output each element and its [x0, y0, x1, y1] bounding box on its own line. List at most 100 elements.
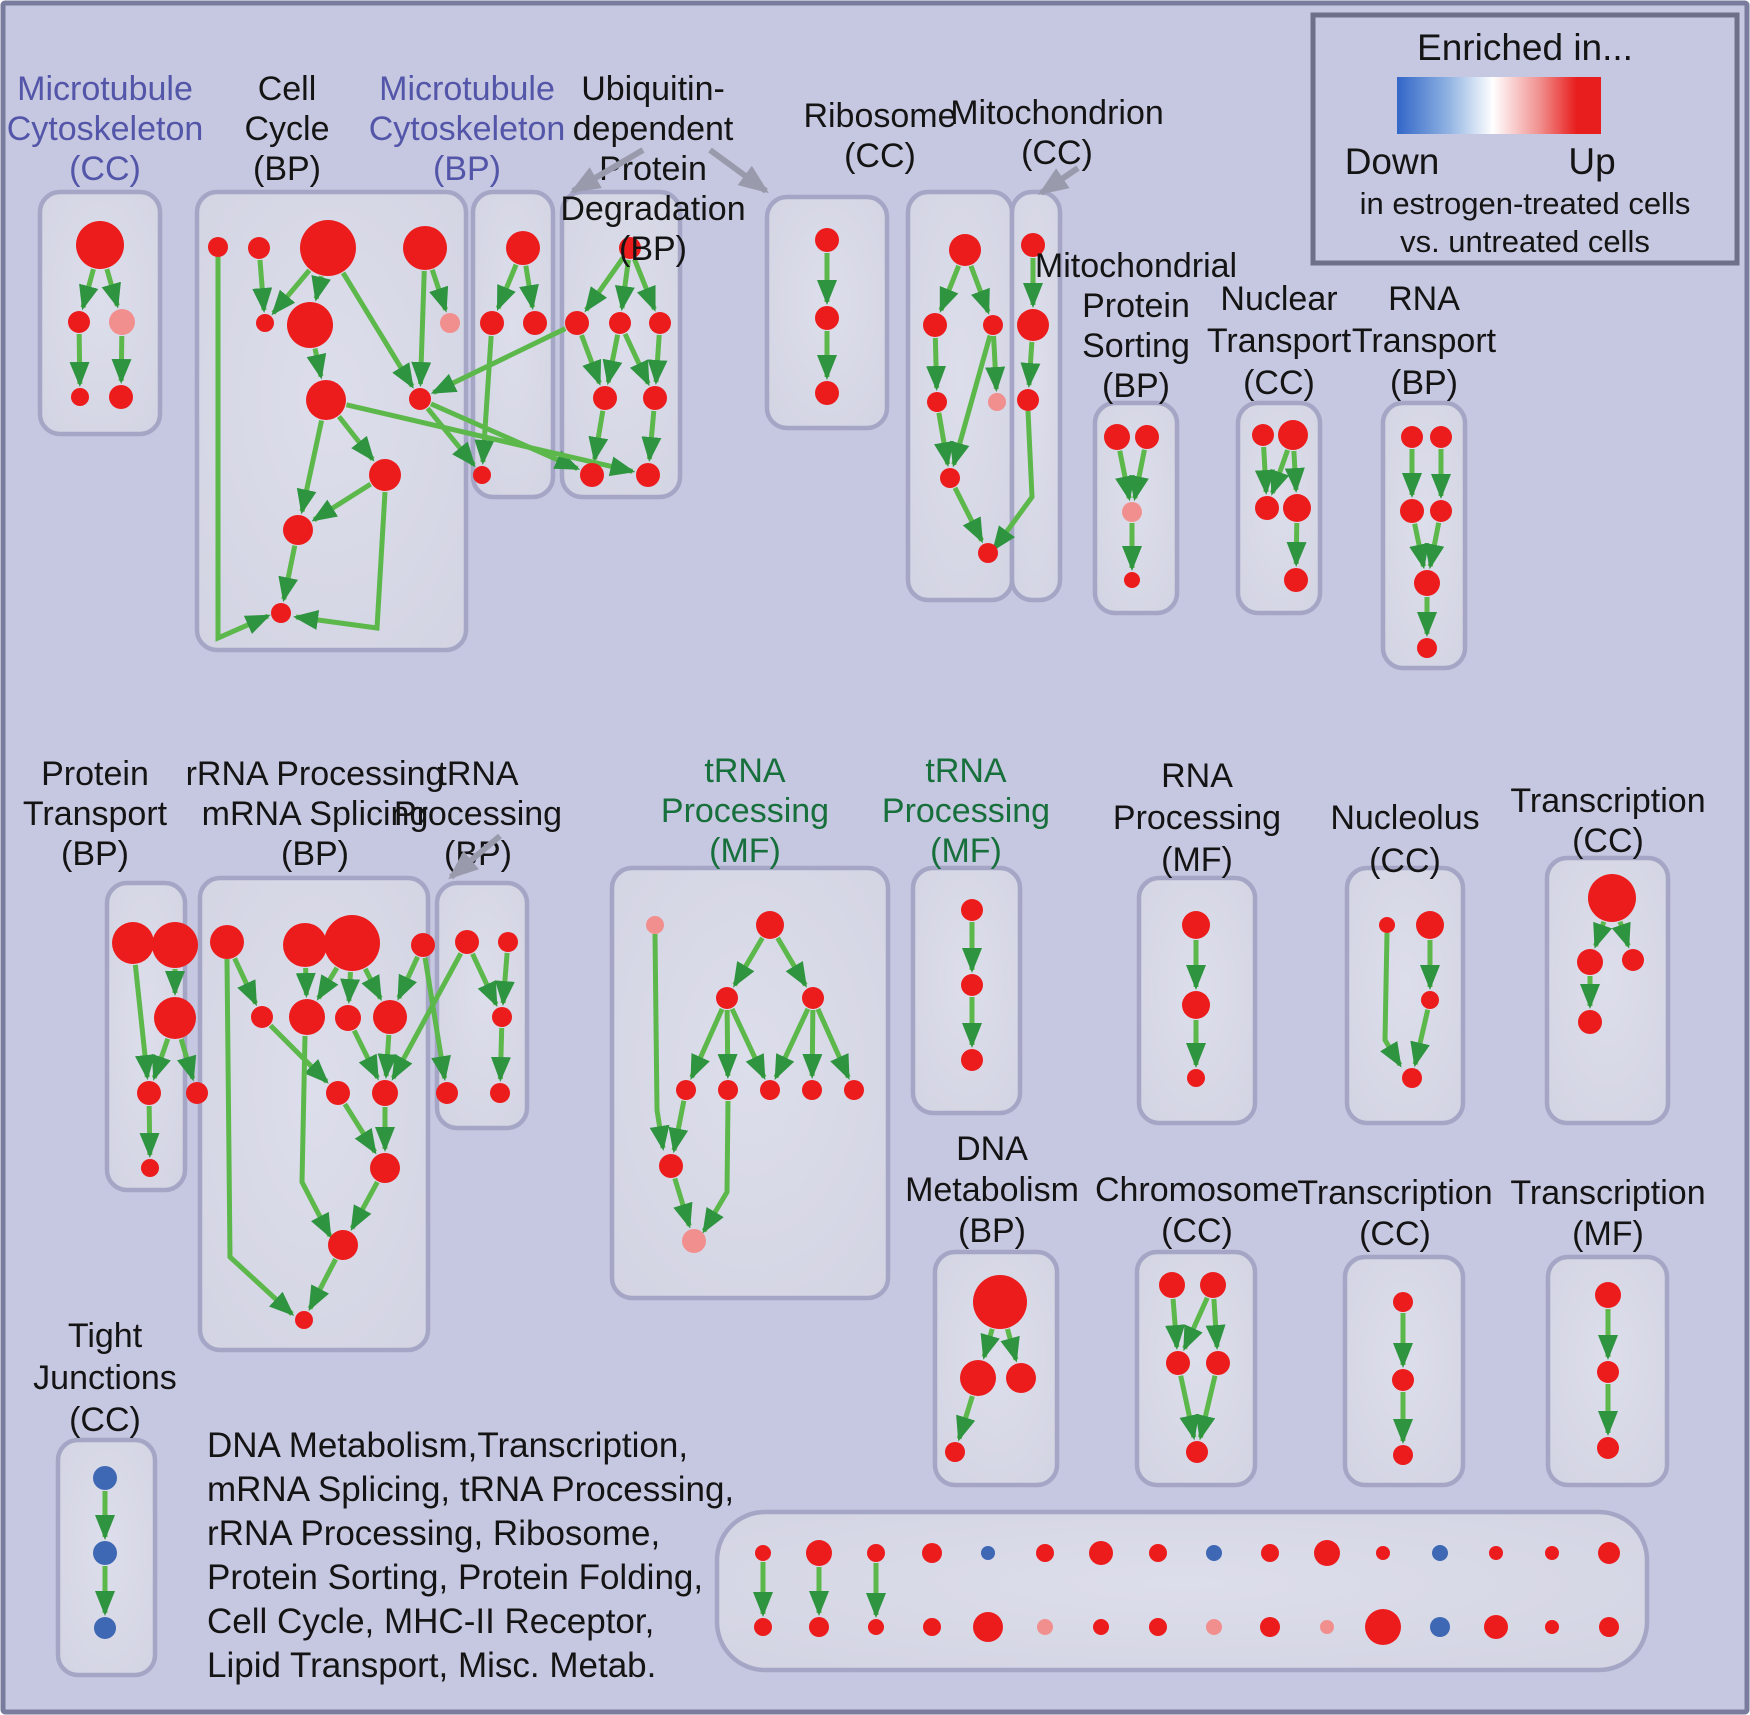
node-cell-cycle-bp-3	[403, 226, 447, 270]
edge	[390, 952, 463, 1081]
node-misc-enriched-pairs-bottom-15	[1599, 1617, 1619, 1637]
node-rna-processing-mf-1	[1182, 991, 1210, 1019]
label-microtubule-cytoskeleton-bp: (BP)	[433, 150, 501, 188]
edge	[361, 967, 383, 1001]
annotation-arrow	[708, 147, 769, 194]
node-trna-processing-bp-3	[436, 1082, 458, 1104]
label-trna-processing-mf-1: (MF)	[709, 832, 781, 870]
layer-edges	[69, 253, 1631, 1618]
edge	[252, 259, 273, 314]
node-nuclear-transport-cc-4	[1284, 568, 1308, 592]
edge	[351, 1029, 380, 1081]
edge	[732, 936, 765, 988]
node-transcription-cc-1-3	[1578, 1010, 1602, 1034]
edge	[79, 268, 99, 311]
node-dna-metabolism-bp-3	[945, 1442, 965, 1462]
edge	[495, 263, 519, 311]
edge	[139, 1105, 160, 1159]
node-cell-cycle-bp-7	[306, 380, 346, 420]
label-microtubule-cytoskeleton-cc: Microtubule	[17, 70, 193, 108]
label-transcription-mf: Transcription	[1510, 1174, 1705, 1212]
footnote-line: mRNA Splicing, tRNA Processing,	[207, 1470, 734, 1509]
node-cell-cycle-bp-8	[409, 388, 431, 410]
node-rna-transport-bp-1	[1430, 426, 1452, 448]
edge	[470, 952, 499, 1008]
node-rrna-processing-mrna-splicing-bp-2	[324, 915, 380, 971]
legend-box	[1310, 12, 1740, 266]
node-misc-enriched-pairs-top-13	[1489, 1546, 1503, 1560]
node-rrna-processing-mrna-splicing-bp-10	[372, 1080, 398, 1106]
annotation-arrow	[448, 833, 502, 880]
node-tight-junctions-cc-0	[93, 1466, 117, 1490]
layer-nodes	[68, 220, 1644, 1645]
footnote-line: Cell Cycle, MHC-II Receptor,	[207, 1602, 654, 1641]
edge	[311, 481, 372, 522]
edge	[430, 326, 567, 395]
edge	[950, 334, 993, 468]
annotation-arrow	[1038, 165, 1080, 196]
label-protein-transport-bp: Protein	[41, 755, 149, 793]
node-trna-processing-mf-1-0	[646, 916, 664, 934]
node-rna-transport-bp-4	[1414, 570, 1440, 596]
node-cell-cycle-bp-10	[283, 515, 313, 545]
label-mitochondrial-protein-sorting-bp: Protein	[1082, 287, 1190, 325]
edge	[296, 420, 325, 515]
node-misc-enriched-pairs-top-4	[981, 1546, 995, 1560]
node-misc-enriched-pairs-bottom-7	[1149, 1618, 1167, 1636]
edge	[649, 933, 670, 1151]
edge	[602, 334, 623, 386]
node-misc-enriched-pairs-bottom-9	[1260, 1617, 1280, 1637]
edge	[377, 1034, 398, 1080]
node-ribosome-cc-2	[983, 315, 1003, 335]
edge	[815, 1007, 851, 1080]
node-microtubule-cytoskeleton-cc-1	[68, 311, 90, 333]
node-cell-cycle-bp-9	[369, 459, 401, 491]
label-rrna-processing-mrna-splicing-bp: mRNA Splicing	[202, 795, 429, 833]
node-trna-processing-mf-2-0	[961, 899, 983, 921]
node-misc-enriched-pairs-top-15	[1598, 1542, 1620, 1564]
edge	[232, 957, 258, 1007]
edge	[349, 1180, 380, 1231]
footnote-line: DNA Metabolism,Transcription,	[207, 1426, 688, 1465]
label-ubiquitin-dependent-protein-degradation-bp: dependent	[573, 110, 734, 148]
label-transcription-mf: (MF)	[1572, 1215, 1644, 1253]
edge	[952, 486, 984, 544]
node-rrna-processing-mrna-splicing-bp-7	[373, 1000, 407, 1034]
node-protein-transport-bp-0	[112, 922, 154, 964]
label-nucleolus-cc: (CC)	[1369, 842, 1441, 880]
footnote-line: rRNA Processing, Ribosome,	[207, 1514, 660, 1553]
node-dna-metabolism-bp-0	[973, 1275, 1027, 1329]
edge	[1205, 1298, 1226, 1351]
node-misc-enriched-pairs-top-9	[1261, 1544, 1279, 1562]
edge	[278, 545, 299, 603]
legend-title: Enriched in...	[1417, 27, 1633, 68]
edge	[672, 1177, 693, 1229]
edge	[773, 1007, 811, 1081]
edge	[396, 955, 420, 1001]
footnote-line: Lipid Transport, Misc. Metab.	[207, 1646, 656, 1685]
label-mitochondrion-cc: (CC)	[1021, 134, 1093, 172]
label-ubiquitin-dependent-protein-degradation-bp: Degradation	[560, 190, 745, 228]
label-transcription-cc-1: (CC)	[1572, 822, 1644, 860]
label-rna-processing-mf: RNA	[1161, 757, 1233, 795]
node-misc-enriched-pairs-bottom-13	[1484, 1615, 1508, 1639]
node-rrna-processing-mrna-splicing-bp-13	[295, 1311, 313, 1329]
edge	[132, 964, 155, 1081]
legend: Enriched in... Down Up in estrogen-treat…	[1310, 12, 1740, 266]
edge	[647, 334, 668, 386]
node-protein-transport-bp-4	[141, 1159, 159, 1177]
node-rna-transport-bp-5	[1417, 638, 1437, 658]
edge	[215, 257, 271, 642]
edge	[668, 1100, 689, 1154]
node-microtubule-cytoskeleton-bp-3	[473, 466, 491, 484]
node-ribosome-cc-5	[940, 468, 960, 488]
label-rna-transport-bp: RNA	[1388, 280, 1460, 318]
edge	[1195, 1375, 1218, 1441]
node-misc-enriched-pairs-bottom-11	[1365, 1609, 1401, 1645]
label-tight-junctions-cc: (CC)	[69, 1401, 141, 1439]
label-trna-processing-mf-2: (MF)	[930, 832, 1002, 870]
label-cell-cycle-bp: Cell	[258, 70, 317, 108]
label-nuclear-transport-cc: Transport	[1207, 322, 1352, 360]
node-transcription-mf-2	[1597, 1437, 1619, 1459]
